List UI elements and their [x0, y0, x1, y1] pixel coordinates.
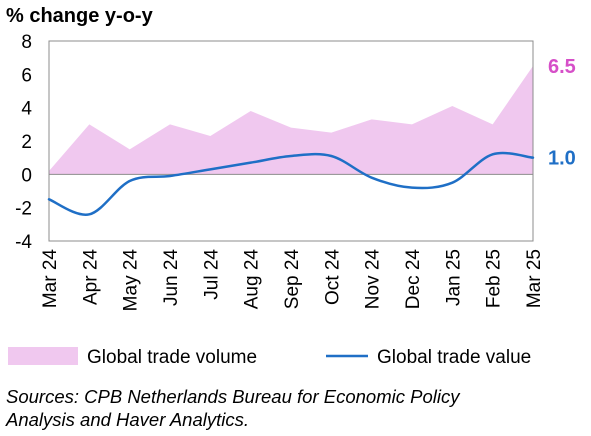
x-tick-label: Aug 24 [242, 249, 263, 310]
x-tick-label: Apr 24 [80, 249, 101, 305]
source-line: Analysis and Haver Analytics. [5, 409, 249, 430]
y-axis-label: % change y-o-y [6, 5, 154, 27]
x-tick-label: Sep 24 [282, 249, 303, 310]
y-tick-label: 4 [21, 99, 32, 120]
y-tick-label: -4 [15, 232, 32, 253]
source-note: Sources: CPB Netherlands Bureau for Econ… [5, 386, 461, 430]
source-line: Sources: CPB Netherlands Bureau for Econ… [6, 386, 461, 407]
plot-frame [48, 40, 534, 242]
x-tick-label: Jul 24 [201, 249, 222, 300]
x-axis-ticks: Mar 24 Apr 24 May 24 Jun 24 Jul 24 Aug 24 Sep … [40, 249, 545, 312]
x-tick-label: Dec 24 [403, 249, 424, 310]
legend-swatch-volume [8, 347, 78, 365]
y-axis-ticks: -4 -2 0 2 4 6 8 [15, 32, 32, 253]
legend-label-value: Global trade value [377, 347, 531, 368]
series-area-global-trade-volume [49, 66, 533, 175]
x-tick-label: Nov 24 [363, 249, 384, 310]
series-line-global-trade-value [47, 151, 535, 216]
end-labels: 6.5 1.0 [548, 56, 576, 170]
x-tick-label: Mar 25 [524, 249, 545, 308]
end-label-volume: 6.5 [548, 56, 576, 78]
x-tick-label: Mar 24 [40, 249, 61, 309]
y-tick-label: 2 [21, 132, 32, 153]
legend-label-volume: Global trade volume [87, 347, 257, 368]
end-label-value: 1.0 [548, 148, 576, 170]
x-tick-label: May 24 [121, 249, 142, 312]
x-tick-label: Feb 25 [484, 249, 505, 308]
y-tick-label: 0 [21, 165, 32, 186]
y-tick-label: 8 [21, 32, 32, 53]
plot-area [47, 40, 535, 242]
legend: Global trade volume Global trade value [8, 347, 531, 368]
x-tick-label: Jan 25 [443, 249, 464, 306]
y-tick-label: 6 [21, 65, 32, 86]
x-tick-label: Jun 24 [161, 249, 182, 306]
y-tick-label: -2 [15, 199, 32, 220]
x-tick-label: Oct 24 [322, 249, 343, 305]
